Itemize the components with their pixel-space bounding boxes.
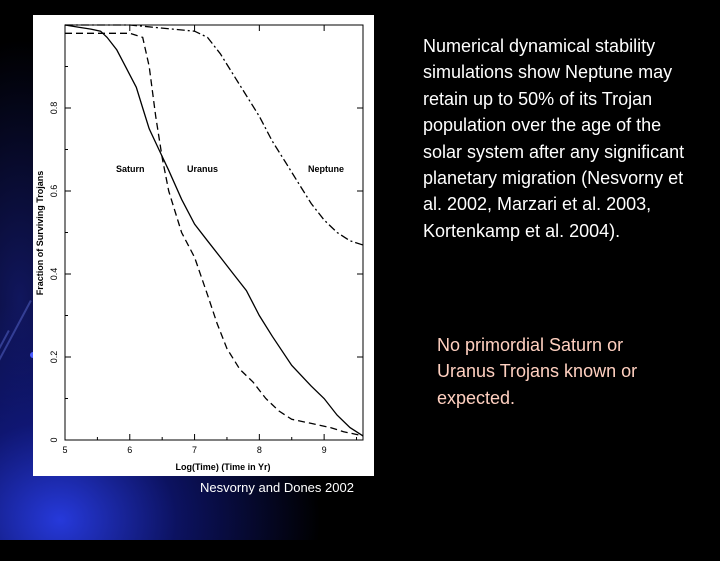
trojan-survival-chart: 5 6 7 8 9 0 0.2 0.4 0.6 0.8 Log(Time) (Time in Yr…	[35, 24, 364, 472]
chart-frame	[64, 24, 364, 441]
series-label-saturn: Saturn	[116, 164, 145, 174]
y-tick-label: 0.2	[49, 351, 59, 364]
x-tick-label: 8	[257, 445, 262, 455]
series-label-uranus: Uranus	[187, 164, 218, 174]
x-tick-label: 6	[127, 445, 132, 455]
y-tick-label: 0	[49, 437, 59, 442]
chart-ylabel: Fraction of Surviving Trojans	[35, 171, 45, 296]
y-tick-label: 0.8	[49, 102, 59, 115]
series-line-saturn	[64, 24, 364, 437]
x-tick-label: 5	[62, 445, 67, 455]
credit-text: Nesvorny and Dones 2002	[200, 480, 354, 495]
y-tick-label: 0.4	[49, 268, 59, 281]
series-line-neptune	[65, 24, 364, 246]
y-tick-label: 0.6	[49, 185, 59, 198]
description-text: Numerical dynamical stability simulation…	[423, 36, 685, 241]
series-line-uranus	[65, 32, 364, 437]
chart-xlabel: Log(Time) (Time in Yr)	[175, 462, 270, 472]
note-text: No primordial Saturn or Uranus Trojans k…	[437, 335, 638, 408]
x-tick-label: 9	[322, 445, 327, 455]
series-label-neptune: Neptune	[308, 164, 344, 174]
x-tick-label: 7	[192, 445, 197, 455]
chart-panel: 5 6 7 8 9 0 0.2 0.4 0.6 0.8 Log(Time) (Time in Yr…	[33, 15, 374, 476]
